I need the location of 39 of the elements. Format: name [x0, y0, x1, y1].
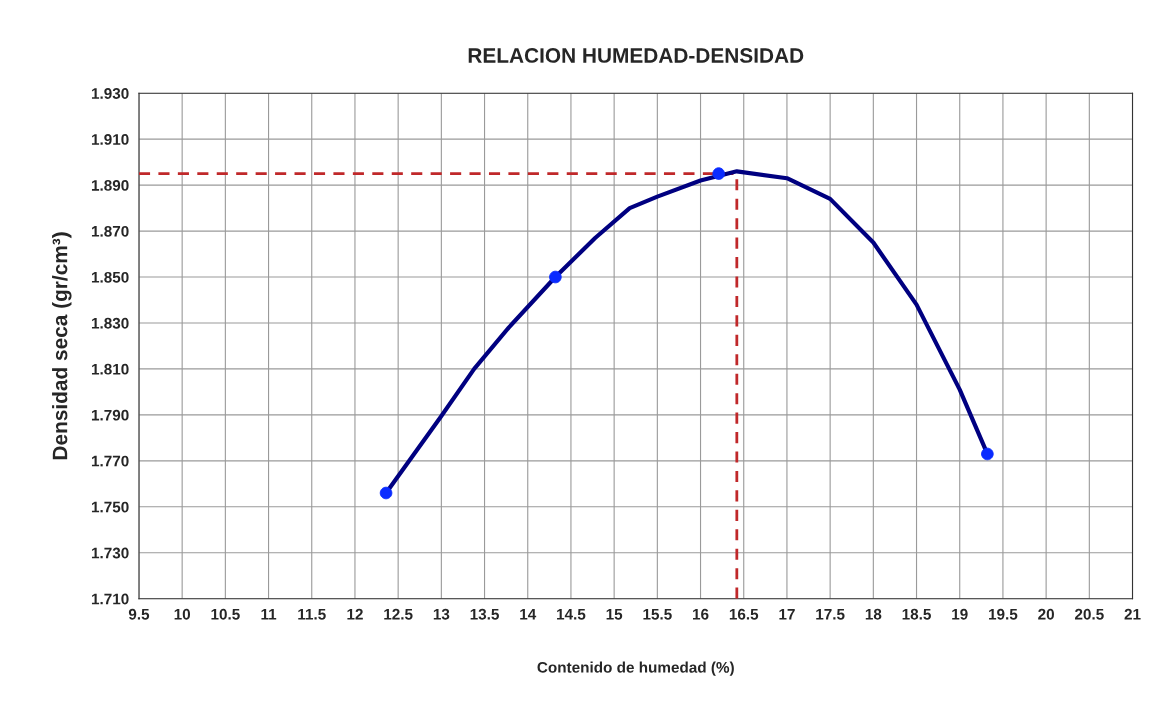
x-tick-label: 15.5: [643, 608, 672, 620]
y-tick-label: 1.790: [91, 409, 129, 421]
x-tick-label: 9.5: [128, 608, 150, 620]
x-tick-label: 13.5: [470, 608, 499, 620]
x-tick-label: 12: [347, 608, 363, 620]
y-tick-label: 1.850: [91, 271, 129, 283]
y-tick-label: 1.870: [91, 225, 129, 237]
x-tick-label: 15: [606, 608, 623, 620]
x-tick-label: 11: [261, 608, 277, 620]
x-tick-label: 18: [865, 608, 882, 620]
x-tick-label: 16.5: [729, 608, 759, 620]
x-tick-label: 19.5: [989, 608, 1018, 620]
x-tick-label: 19: [952, 608, 968, 620]
x-tick-label: 17: [779, 608, 795, 620]
x-tick-label: 20.5: [1074, 608, 1104, 620]
y-tick-label: 1.770: [91, 455, 129, 467]
chart-title: RELACION HUMEDAD-DENSIDAD: [468, 48, 804, 63]
y-tick-label: 1.910: [91, 134, 129, 145]
x-tick-label: 10.5: [211, 608, 240, 620]
y-tick-label: 1.750: [91, 501, 129, 513]
x-tick-label: 18.5: [902, 608, 931, 620]
y-tick-label: 1.930: [91, 88, 129, 99]
x-tick-label: 10: [174, 608, 191, 620]
y-tick-label: 1.730: [91, 547, 129, 559]
x-tick-label: 16: [693, 608, 709, 620]
x-tick-label: 21: [1124, 608, 1141, 620]
x-tick-label: 11.5: [298, 608, 326, 620]
y-tick-label: 1.810: [91, 363, 129, 375]
x-tick-label: 13: [433, 608, 450, 620]
x-axis-title: Contenido de humedad (%): [537, 661, 734, 676]
y-tick-label: 1.830: [91, 317, 129, 329]
x-tick-label: 17.5: [816, 608, 845, 620]
y-tick-label: 1.710: [91, 593, 129, 605]
x-tick-label: 14.5: [557, 608, 586, 620]
x-tick-label: 20: [1038, 608, 1054, 620]
y-tick-label: 1.890: [91, 179, 129, 191]
x-tick-label: 12.5: [384, 608, 413, 620]
y-axis-title: Densidad seca (gr/cm³): [52, 232, 72, 460]
x-tick-label: 14: [520, 608, 537, 620]
